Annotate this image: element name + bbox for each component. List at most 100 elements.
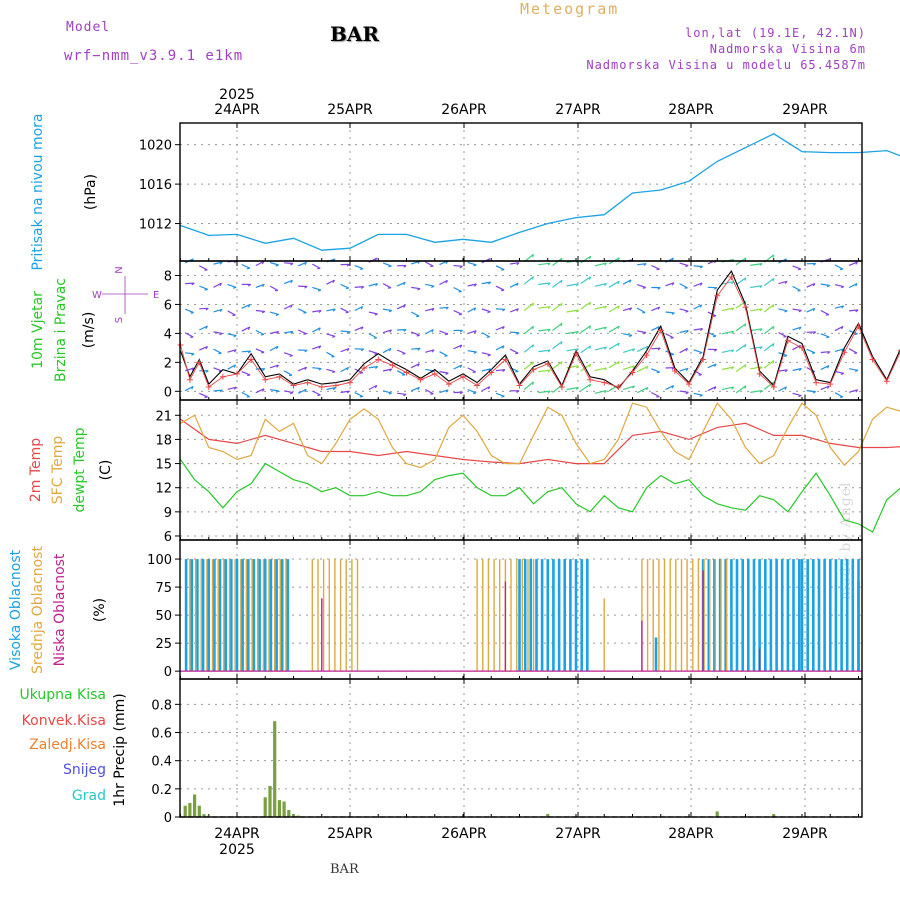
cloud-high-bar <box>269 559 273 672</box>
wind-arrow <box>375 283 378 287</box>
wind-gust-marker <box>728 273 735 280</box>
wind-arrow <box>481 352 491 356</box>
wind-arrow <box>473 330 477 334</box>
wind-arrow <box>594 326 607 331</box>
wind-arrow <box>283 390 294 394</box>
wind-arrow <box>812 307 816 312</box>
cloud-mid-bar <box>251 559 253 672</box>
wind-arrow <box>502 308 506 312</box>
wind-arrow <box>275 346 279 350</box>
wind-arrow <box>763 304 775 313</box>
cloud-mid-bar <box>669 559 671 672</box>
cloud-mid-bar <box>328 559 330 672</box>
wind-arrow <box>637 330 647 334</box>
wind-arrow <box>403 265 407 268</box>
wind-arrow <box>604 283 607 287</box>
wind-gust-marker <box>629 369 636 376</box>
wind-arrow <box>778 386 787 392</box>
cloud-mid-bar <box>200 559 202 672</box>
wind-arrow <box>487 311 491 314</box>
cloud-high-bar <box>247 559 250 672</box>
cloud-low-bar <box>321 598 323 672</box>
wind-arrow <box>297 388 307 394</box>
cloud-high-bar <box>823 559 826 672</box>
wind-arrow <box>855 261 858 265</box>
wind-arrow <box>855 283 858 287</box>
precip-bar <box>277 800 281 817</box>
wind-gust-line <box>180 276 900 388</box>
wind-arrow <box>812 263 817 266</box>
wind-arrow <box>346 367 350 371</box>
wind-arrow <box>617 280 620 285</box>
precip-bar <box>287 810 291 817</box>
wind-arrow <box>784 280 788 284</box>
wind-arrow <box>318 310 322 314</box>
wind-arrow <box>594 367 607 372</box>
cloud-high-bar <box>780 559 784 672</box>
wind-arrow <box>346 263 350 267</box>
cloud-mid-bar <box>482 559 484 672</box>
wind-arrow <box>636 386 649 394</box>
wind-arrow <box>332 371 336 374</box>
cloud-high-bar <box>529 559 533 672</box>
cloud-low-axis-label: Niska Oblacnost <box>52 553 68 666</box>
wind-arrow <box>679 390 689 393</box>
wind-arrow <box>547 328 551 332</box>
cloud-high-bar <box>730 559 733 672</box>
wind-arrow <box>827 351 831 355</box>
wind-arrow <box>731 307 735 311</box>
precip-legend-entry: Konvek.Kisa <box>22 713 106 729</box>
wind-arrow <box>312 345 322 350</box>
model-elevation-label: Nadmorska Visina u modelu 65.4587m <box>586 58 866 72</box>
wind-arrow <box>629 307 633 311</box>
temp2m-axis-label: 2m Temp <box>28 438 44 502</box>
y-tick-label: 6 <box>164 530 172 545</box>
wind-arrow <box>693 349 703 354</box>
wind-gust-marker <box>502 356 509 363</box>
wind-arrow <box>523 276 534 285</box>
wind-arrow <box>453 344 463 350</box>
cloud-mid-bar <box>234 559 236 672</box>
wind-arrow <box>481 281 491 285</box>
panel-frame <box>179 399 863 541</box>
cloud-high-bar <box>518 559 521 672</box>
cloud-high-bar <box>574 559 578 672</box>
wind-arrow <box>495 345 505 351</box>
wind-arrow <box>487 354 491 357</box>
wind-arrow <box>269 285 279 291</box>
wind-arrow <box>303 333 307 335</box>
wind-arrow <box>185 352 195 355</box>
wind-arrow <box>473 351 477 354</box>
cloud-low-bar <box>758 648 761 672</box>
cloud-high-bar <box>797 559 801 672</box>
wind-arrow <box>679 329 689 334</box>
wind-arrow <box>575 348 579 352</box>
wind-arrow <box>481 368 491 372</box>
wind-arrow <box>604 305 607 309</box>
wind-arrow <box>523 381 534 390</box>
wind-arrow <box>509 348 519 354</box>
cloud-mid-bar <box>516 559 518 672</box>
wind-gust-marker <box>417 376 424 383</box>
precip-bar <box>193 794 197 817</box>
wind-arrow <box>783 354 788 357</box>
wind-arrow <box>397 392 407 395</box>
wind-arrow <box>411 347 421 350</box>
wind-arrow <box>784 369 788 373</box>
wind-arrow <box>622 365 635 371</box>
wind-arrow <box>199 345 208 351</box>
y-tick-label: 12 <box>155 482 172 497</box>
wind-arrow <box>798 368 802 372</box>
cloud-high-bar <box>563 559 566 672</box>
wind-arrow <box>382 329 392 334</box>
wind-arrow <box>560 279 563 284</box>
wind-arrow <box>594 262 607 267</box>
wind-arrow <box>679 347 688 354</box>
wind-arrow <box>219 389 223 393</box>
wind-arrow <box>289 392 294 395</box>
wind-arrow <box>445 280 449 284</box>
cloud-mid-bar <box>279 559 281 672</box>
sfctemp-axis-label: SFC Temp <box>50 436 66 505</box>
cloud-high-bar <box>213 559 216 672</box>
wind-arrow <box>255 309 265 313</box>
